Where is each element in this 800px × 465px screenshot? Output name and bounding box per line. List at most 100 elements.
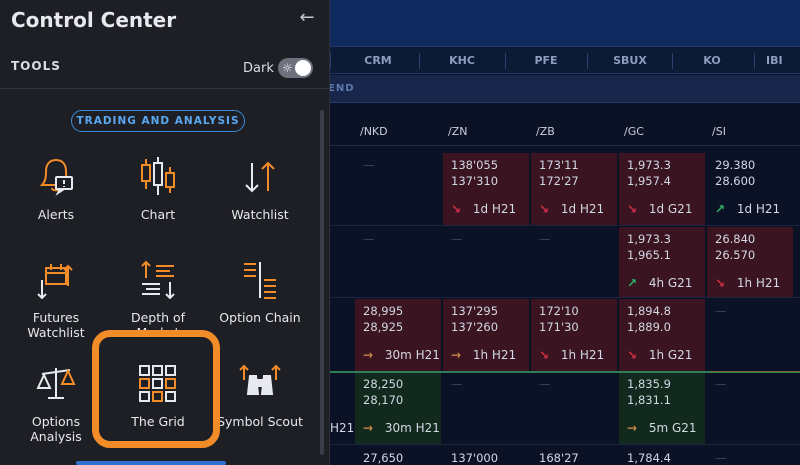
category-pill[interactable]: TRADING AND ANALYSIS bbox=[71, 110, 245, 132]
tool-depth-of-market[interactable]: Depth of Market bbox=[112, 258, 204, 340]
cell-value-low: 1,889.0 bbox=[627, 320, 671, 334]
grid-cell[interactable]: 138'055 137'310 ↘ 1d H21 bbox=[443, 153, 529, 225]
grid-cell[interactable]: 29.380 28.600 ↗ 1d H21 bbox=[707, 153, 793, 225]
binoculars-icon bbox=[238, 362, 282, 406]
grid-cell[interactable]: 28,250 28,170 → 30m H21 bbox=[355, 372, 441, 444]
timeframe-text: 30m H21 bbox=[381, 421, 440, 435]
grid-cell[interactable]: 137'295 137'260 → 1h H21 bbox=[443, 299, 529, 371]
grid-background: CRM KHC PFE SBUX KO IBI END /NKD /ZN /ZB… bbox=[330, 0, 800, 465]
tool-alerts[interactable]: Alerts bbox=[10, 155, 102, 222]
grid-cell[interactable]: — bbox=[355, 227, 441, 297]
tool-chart[interactable]: Chart bbox=[112, 155, 204, 222]
grid-cell[interactable]: — bbox=[707, 446, 793, 465]
grid-cell[interactable]: — bbox=[355, 153, 441, 225]
panel-scrollbar[interactable] bbox=[320, 110, 324, 455]
tool-option-chain[interactable]: Option Chain bbox=[214, 258, 306, 325]
tool-the-grid[interactable]: The Grid bbox=[112, 362, 204, 429]
trend-arrow-icon: ↘ bbox=[715, 276, 726, 290]
grid-cell[interactable]: 28,995 28,925 → 30m H21 bbox=[355, 299, 441, 371]
symbol-tab-sbux[interactable]: SBUX bbox=[613, 54, 647, 67]
tool-label-text: Futures Watchlist bbox=[27, 310, 85, 340]
grid-cell[interactable]: — bbox=[443, 372, 529, 444]
tool-watchlist[interactable]: Watchlist bbox=[214, 155, 306, 222]
cell-timeframe: ↗ 4h G21 bbox=[627, 275, 692, 291]
grid-cell[interactable]: 1,973.3 1,957.4 ↘ 1d G21 bbox=[619, 153, 705, 225]
cell-value-high: 28,250 bbox=[363, 377, 404, 391]
grid-cell[interactable]: 172'10 171'30 ↘ 1h H21 bbox=[531, 299, 617, 371]
cell-value-low: 28.600 bbox=[715, 174, 756, 188]
timeframe-text: 1d G21 bbox=[645, 202, 693, 216]
trend-arrow-icon: → bbox=[363, 421, 374, 435]
grid-cell[interactable]: — bbox=[443, 227, 529, 297]
symbol-tab-bar: CRM KHC PFE SBUX KO IBI bbox=[330, 46, 800, 74]
cell-value-low: 137'310 bbox=[451, 174, 499, 188]
cell-timeframe: → 30m H21 bbox=[363, 420, 440, 436]
grid-cell[interactable]: 1,835.9 1,831.1 → 5m G21 bbox=[619, 372, 705, 444]
tool-options-analysis[interactable]: Options Analysis bbox=[10, 362, 102, 444]
trend-arrow-icon: ↘ bbox=[539, 202, 550, 216]
scales-icon bbox=[34, 362, 78, 406]
grid-section-bar: END bbox=[330, 75, 800, 103]
tool-label: Symbol Scout bbox=[217, 414, 303, 429]
timeframe-text: 1d H21 bbox=[557, 202, 605, 216]
symbol-tab-ko[interactable]: KO bbox=[703, 54, 721, 67]
cell-value-high: 137'295 bbox=[451, 304, 499, 318]
cell-value-low: 1,831.1 bbox=[627, 393, 671, 407]
toggle-knob bbox=[295, 60, 311, 76]
empty-cell-dash: — bbox=[539, 232, 551, 246]
tool-label-text: Options Analysis bbox=[30, 414, 82, 444]
grid-cell[interactable]: — bbox=[707, 299, 793, 371]
cell-timeframe: ↘ 1d H21 bbox=[451, 201, 516, 217]
cell-timeframe: ↘ 1d G21 bbox=[627, 201, 692, 217]
timeframe-text: 1h H21 bbox=[733, 276, 781, 290]
back-arrow-icon[interactable]: ← bbox=[299, 7, 315, 28]
timeframe-text: 1h H21 bbox=[469, 348, 517, 362]
partial-contract-label: H21 bbox=[330, 421, 355, 435]
grid-cell[interactable]: 1,973.3 1,965.1 ↗ 4h G21 bbox=[619, 227, 705, 297]
grid-cell[interactable]: 173'11 172'27 ↘ 1d H21 bbox=[531, 153, 617, 225]
grid-top-bar bbox=[330, 0, 800, 46]
tool-label: Chart bbox=[140, 207, 176, 222]
grid-cell[interactable]: 137'000 bbox=[443, 446, 529, 465]
symbol-tab-crm[interactable]: CRM bbox=[364, 54, 392, 67]
watchlist-arrows-icon bbox=[238, 155, 282, 199]
timeframe-text: 1h G21 bbox=[645, 348, 693, 362]
bell-alert-icon bbox=[34, 155, 78, 199]
symbol-tab-khc[interactable]: KHC bbox=[449, 54, 475, 67]
depth-of-market-icon bbox=[136, 258, 180, 302]
cell-value-high: 168'27 bbox=[539, 451, 579, 465]
grid-cell[interactable]: 26.840 26.570 ↘ 1h H21 bbox=[707, 227, 793, 297]
cell-value-low: 1,957.4 bbox=[627, 174, 671, 188]
trend-arrow-icon: ↗ bbox=[715, 202, 726, 216]
symbol-separator bbox=[672, 53, 673, 69]
trend-arrow-icon: ↘ bbox=[451, 202, 462, 216]
tool-label: Watchlist bbox=[231, 207, 289, 222]
grid-cell[interactable]: 1,784.4 bbox=[619, 446, 705, 465]
cell-value-high: 26.840 bbox=[715, 232, 756, 246]
cell-value-high: 137'000 bbox=[451, 451, 499, 465]
timeframe-text: 1h H21 bbox=[557, 348, 605, 362]
grid-cell[interactable]: 1,894.8 1,889.0 ↘ 1h G21 bbox=[619, 299, 705, 371]
cell-value-high: 1,973.3 bbox=[627, 232, 671, 246]
dark-mode-toggle[interactable]: ☼ bbox=[278, 58, 313, 78]
tools-section-label: TOOLS bbox=[11, 59, 61, 73]
row-separator bbox=[330, 444, 800, 445]
tool-symbol-scout[interactable]: Symbol Scout bbox=[214, 362, 306, 429]
dark-mode-label: Dark bbox=[243, 61, 274, 76]
cell-timeframe: ↘ 1h G21 bbox=[627, 347, 692, 363]
header-divider bbox=[330, 145, 800, 146]
tool-futures-watchlist[interactable]: Futures Watchlist bbox=[10, 258, 102, 340]
grid-cell[interactable]: — bbox=[531, 227, 617, 297]
grid-cell[interactable]: — bbox=[531, 372, 617, 444]
trend-arrow-icon: → bbox=[627, 421, 638, 435]
symbol-tab-pfe[interactable]: PFE bbox=[534, 54, 558, 67]
symbol-tab-ibi[interactable]: IBI bbox=[766, 54, 783, 67]
empty-cell-dash: — bbox=[363, 232, 375, 246]
row-separator bbox=[330, 297, 800, 298]
trend-arrow-icon: ↘ bbox=[627, 202, 638, 216]
grid-cell[interactable]: 27,650 bbox=[355, 446, 441, 465]
grid-cell[interactable]: 168'27 bbox=[531, 446, 617, 465]
option-chain-icon bbox=[238, 258, 282, 302]
timeframe-text: 4h G21 bbox=[645, 276, 693, 290]
grid-cell[interactable]: — bbox=[707, 372, 793, 444]
